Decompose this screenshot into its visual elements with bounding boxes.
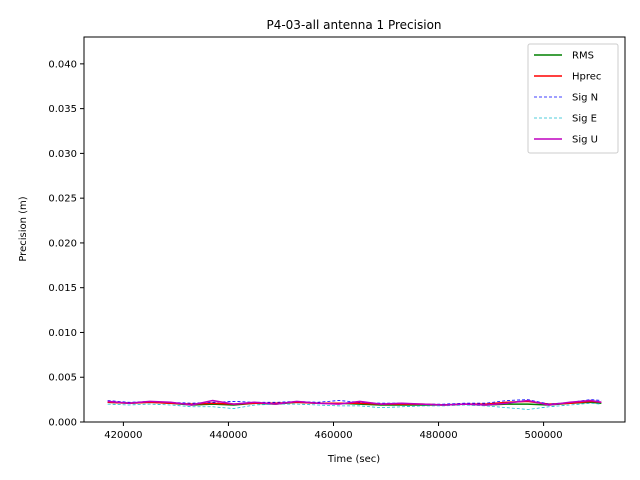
legend-label: Hprec bbox=[572, 72, 601, 83]
series-line-sig-n bbox=[107, 399, 602, 405]
y-tick-label: 0.015 bbox=[48, 283, 77, 294]
x-tick-label: 500000 bbox=[524, 430, 562, 441]
y-tick-label: 0.025 bbox=[48, 194, 77, 205]
y-tick-label: 0.035 bbox=[48, 104, 77, 115]
legend-label: RMS bbox=[572, 51, 594, 62]
y-axis: 0.000 0.005 0.010 0.015 0.020 0.025 0.030 0.035… bbox=[48, 59, 84, 429]
plot-frame bbox=[83, 36, 626, 423]
x-tick-label: 460000 bbox=[314, 430, 352, 441]
x-tick-label: 480000 bbox=[419, 430, 457, 441]
y-axis-label: Precision (m) bbox=[18, 196, 29, 261]
series-line-sig-u bbox=[107, 399, 602, 406]
legend: RMS Hprec Sig N Sig E Sig U bbox=[527, 43, 619, 154]
y-tick-label: 0.020 bbox=[48, 238, 77, 249]
x-tick-label: 440000 bbox=[209, 430, 247, 441]
x-axis-label: Time (sec) bbox=[327, 454, 380, 465]
y-tick-label: 0.000 bbox=[48, 418, 77, 429]
legend-label: Sig U bbox=[572, 135, 598, 146]
y-tick-label: 0.040 bbox=[48, 59, 77, 70]
y-tick-label: 0.030 bbox=[48, 149, 77, 160]
y-tick-label: 0.010 bbox=[48, 328, 77, 339]
legend-label: Sig E bbox=[572, 114, 597, 125]
series-line-hprec bbox=[107, 400, 602, 406]
y-tick-label: 0.005 bbox=[48, 373, 77, 384]
plot-area bbox=[107, 399, 602, 410]
legend-box bbox=[527, 43, 619, 154]
series-line-sig-e bbox=[107, 402, 602, 410]
x-axis: 420000 440000 460000 480000 500000 bbox=[104, 422, 563, 441]
chart-title: P4-03-all antenna 1 Precision bbox=[266, 18, 441, 32]
x-tick-label: 420000 bbox=[104, 430, 142, 441]
legend-label: Sig N bbox=[572, 93, 598, 104]
